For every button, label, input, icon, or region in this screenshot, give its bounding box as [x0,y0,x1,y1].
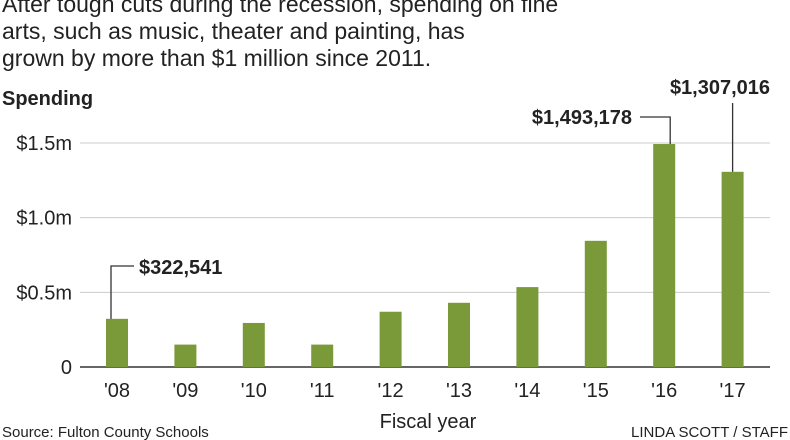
x-tick-label: '13 [446,380,472,402]
bar [721,171,744,367]
credit: LINDA SCOTT / STAFF [631,424,788,440]
bar [653,144,676,367]
data-label: $1,307,016 [670,77,770,99]
bar [106,318,128,367]
x-tick-label: '11 [310,380,335,402]
subtitle-line: grown by more than $1 million since 2011… [2,45,431,71]
bar [174,344,197,367]
leader-line [640,116,671,145]
x-tick-label: '14 [514,380,540,402]
x-tick-label: '09 [172,380,198,402]
y-tick-label: $1.0m [16,208,72,230]
y-axis-title: Spending [2,88,93,110]
x-tick-label: '17 [720,380,746,402]
subtitle-line: arts, such as music, theater and paintin… [2,18,465,44]
y-tick-label: $0.5m [16,282,72,304]
x-tick-label: '10 [241,380,267,402]
data-label: $322,541 [139,257,222,279]
x-tick-label: '12 [378,380,404,402]
x-tick-label: '15 [583,380,609,402]
x-tick-label: '08 [104,380,130,402]
bar [311,344,334,367]
bar [448,302,470,367]
chart-subtitle: After tough cuts during the recession, s… [2,0,558,71]
bar [242,322,265,367]
bar [516,287,539,367]
source: Source: Fulton County Schools [2,424,209,440]
leader-line [110,265,134,319]
data-label: $1,493,178 [532,107,632,129]
subtitle-line: After tough cuts during the recession, s… [2,0,558,17]
bar [584,240,607,367]
x-axis-title: Fiscal year [380,411,477,433]
bar [379,311,402,367]
y-tick-label: 0 [61,357,72,379]
x-tick-label: '16 [651,380,677,402]
y-tick-label: $1.5m [16,133,72,155]
